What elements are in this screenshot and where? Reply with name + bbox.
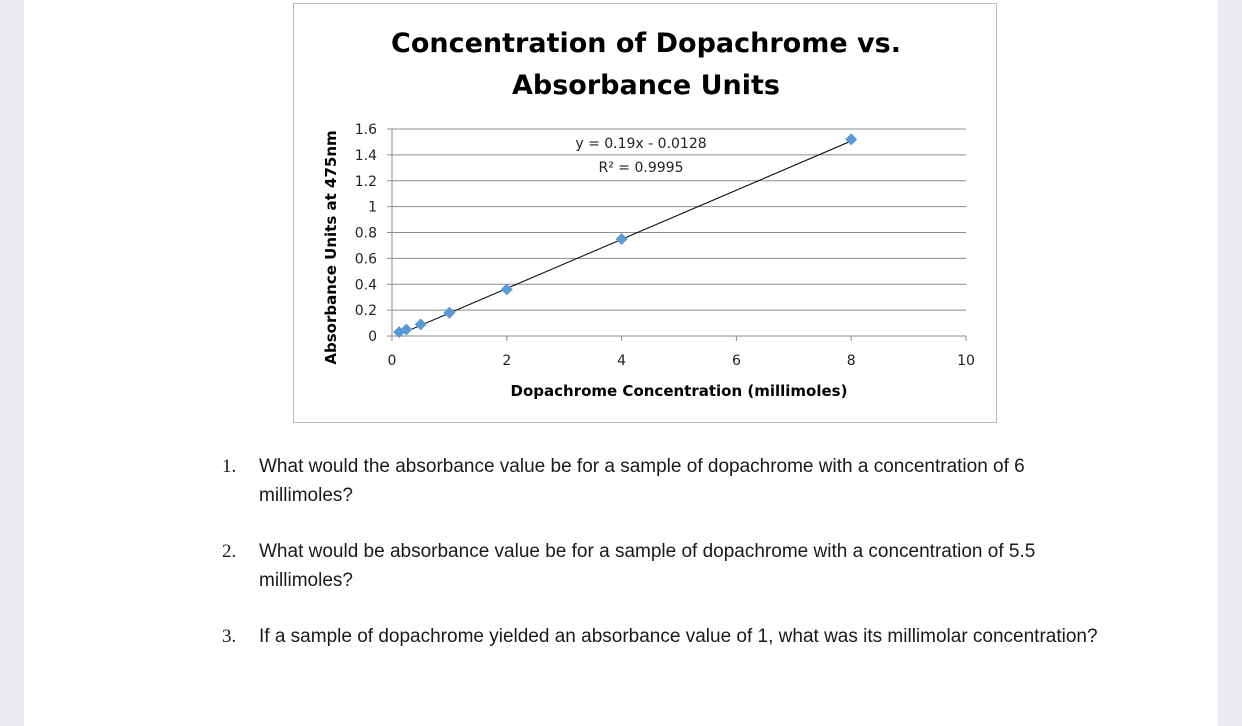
- x-tick-label: 2: [502, 353, 511, 369]
- x-tick-label: 8: [847, 353, 856, 369]
- y-tick-label: 0.2: [355, 303, 377, 319]
- data-point: [400, 323, 413, 336]
- y-tick-label: 1.2: [355, 174, 377, 190]
- question-item: 3. If a sample of dopachrome yielded an …: [199, 622, 1119, 651]
- question-item: 2. What would be absorbance value be for…: [199, 537, 1119, 595]
- x-tick-label: 0: [388, 353, 397, 369]
- question-list: 1. What would the absorbance value be fo…: [199, 452, 1119, 678]
- question-item: 1. What would the absorbance value be fo…: [199, 452, 1119, 510]
- y-tick-label: 0: [368, 329, 377, 345]
- question-number: 3.: [222, 626, 237, 647]
- data-point: [615, 232, 628, 245]
- data-point: [500, 283, 513, 296]
- data-point: [845, 133, 858, 146]
- question-text: What would the absorbance value be for a…: [259, 456, 1025, 506]
- y-axis-title: Absorbance Units at 475nm: [322, 130, 340, 364]
- x-axis-title: Dopachrome Concentration (millimoles): [511, 382, 848, 400]
- document-page: Concentration of Dopachrome vs. Absorbanc…: [24, 0, 1218, 726]
- y-tick-label: 0.8: [355, 226, 377, 242]
- y-tick-label: 1.6: [355, 122, 377, 138]
- y-tick-label: 1.4: [355, 148, 377, 164]
- question-number: 1.: [222, 456, 237, 477]
- x-tick-label: 6: [732, 353, 741, 369]
- scatter-chart: Concentration of Dopachrome vs. Absorbanc…: [322, 28, 975, 400]
- chart-frame: Concentration of Dopachrome vs. Absorbanc…: [293, 3, 997, 423]
- chart-title: Concentration of Dopachrome vs.: [391, 28, 901, 59]
- question-text: If a sample of dopachrome yielded an abs…: [259, 626, 1098, 647]
- r-squared-label: R² = 0.9995: [599, 160, 684, 176]
- x-tick-label: 10: [957, 353, 975, 369]
- data-point: [414, 318, 427, 331]
- chart-title: Absorbance Units: [512, 70, 780, 101]
- y-tick-label: 0.6: [355, 251, 377, 267]
- trendline-equation: y = 0.19x - 0.0128: [575, 136, 706, 152]
- question-text: What would be absorbance value be for a …: [259, 541, 1036, 591]
- question-number: 2.: [222, 541, 237, 562]
- y-tick-label: 1: [368, 200, 377, 216]
- y-tick-label: 0.4: [355, 277, 377, 293]
- x-tick-label: 4: [617, 353, 626, 369]
- data-point: [443, 306, 456, 319]
